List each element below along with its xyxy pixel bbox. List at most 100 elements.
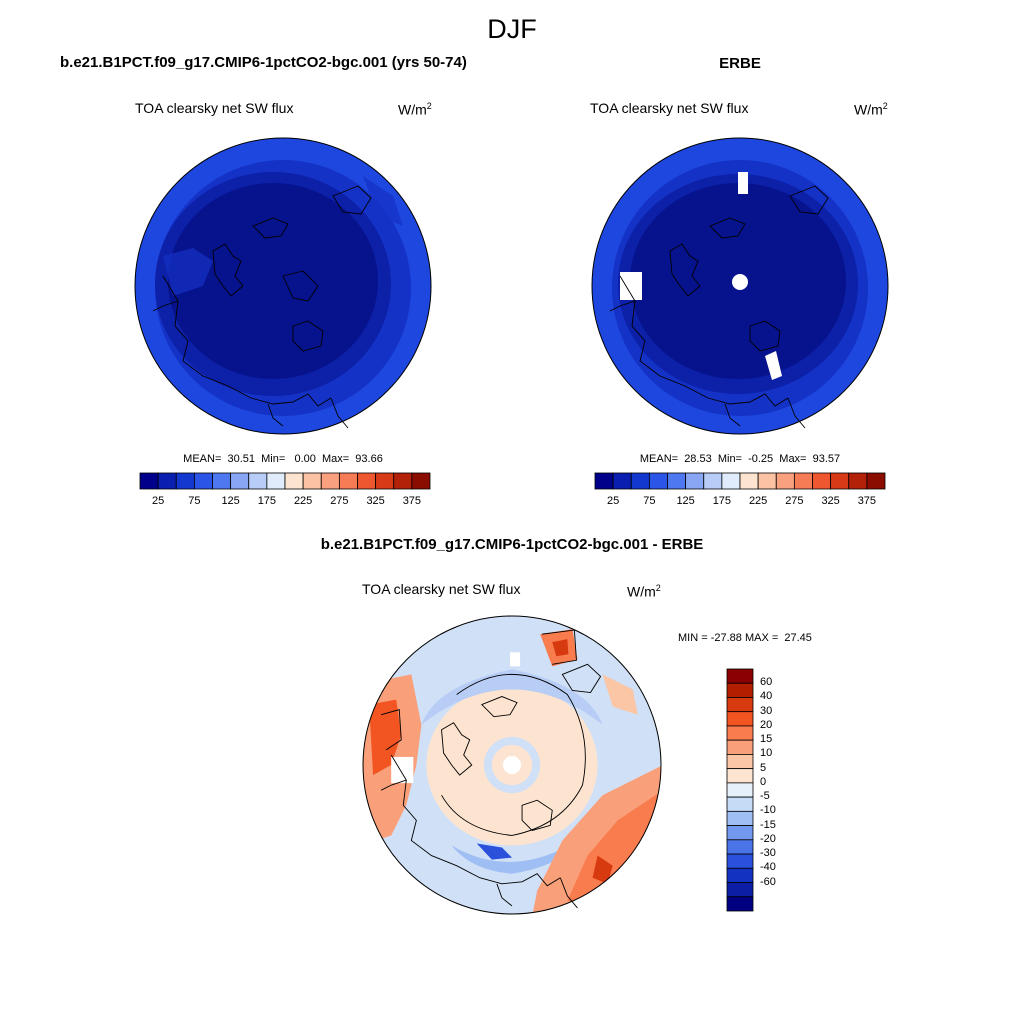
model-polar-map [134, 137, 432, 435]
model-colorbar [139, 472, 431, 490]
colorbar-tick-label: 325 [821, 495, 840, 507]
colorbar-tick-label: 275 [785, 495, 804, 507]
colorbar-swatch [830, 472, 850, 490]
colorbar-swatch [726, 839, 754, 855]
colorbar-swatch [757, 472, 777, 490]
colorbar-swatch [157, 472, 177, 490]
colorbar-tick-label: 75 [643, 495, 656, 507]
colorbar-swatch [302, 472, 322, 490]
colorbar-swatch [248, 472, 268, 490]
colorbar-tick-label: 275 [330, 495, 349, 507]
colorbar-swatch [726, 882, 754, 898]
model-stats: MEAN= 30.51 Min= 0.00 Max= 93.66 [183, 453, 383, 465]
colorbar-swatch [266, 472, 286, 490]
colorbar-tick-label: 225 [748, 495, 768, 507]
diff-polar-map [362, 615, 662, 915]
colorbar-swatch [594, 472, 614, 490]
obs-panel-title: ERBE [719, 55, 761, 72]
diff-panel-title: b.e21.B1PCT.f09_g17.CMIP6-1pctCO2-bgc.00… [320, 536, 704, 553]
colorbar-swatch [812, 472, 832, 490]
colorbar-label: 30 [760, 704, 773, 717]
model-variable-label: TOA clearsky net SW flux [135, 100, 294, 116]
colorbar-swatch [726, 825, 754, 841]
obs-variable-label: TOA clearsky net SW flux [590, 100, 749, 116]
colorbar-swatch [866, 472, 886, 490]
colorbar-swatch [739, 472, 759, 490]
colorbar-swatch [320, 472, 340, 490]
colorbar-tick-label: 175 [712, 495, 732, 507]
colorbar-label: 0 [760, 775, 767, 788]
colorbar-tick-label: 325 [366, 495, 385, 507]
colorbar-swatch [726, 896, 754, 912]
colorbar-label: 40 [760, 690, 773, 703]
model-units-label: W/m2 [398, 101, 432, 118]
colorbar-tick-label: 225 [293, 495, 313, 507]
colorbar-swatch [726, 867, 754, 883]
colorbar-swatch [848, 472, 868, 490]
colorbar-swatch [175, 472, 195, 490]
diff-variable-label: TOA clearsky net SW flux [362, 581, 521, 597]
colorbar-swatch [726, 711, 754, 727]
obs-polar-map [591, 137, 889, 435]
colorbar-swatch [726, 796, 754, 812]
obs-units-label: W/m2 [854, 101, 888, 118]
colorbar-swatch [703, 472, 723, 490]
colorbar-swatch [612, 472, 632, 490]
colorbar-tick-label: 375 [857, 495, 877, 507]
colorbar-swatch [726, 739, 754, 755]
colorbar-swatch [726, 810, 754, 826]
obs-colorbar-ticks: 25 75 125 175 225 275 325 375 [595, 495, 885, 509]
colorbar-label: -60 [760, 875, 776, 888]
colorbar-swatch [284, 472, 304, 490]
colorbar-swatch [193, 472, 213, 490]
diff-stats: MIN = -27.88 MAX = 27.45 [678, 632, 812, 644]
colorbar-swatch [375, 472, 395, 490]
colorbar-swatch [667, 472, 687, 490]
colorbar-swatch [726, 725, 754, 741]
model-colorbar-ticks: 25 75 125 175 225 275 325 375 [140, 495, 430, 509]
colorbar-swatch [726, 754, 754, 770]
colorbar-tick-label: 125 [221, 495, 240, 507]
colorbar-swatch [338, 472, 358, 490]
colorbar-swatch [721, 472, 741, 490]
obs-colorbar [594, 472, 886, 490]
colorbar-tick-label: 75 [188, 495, 201, 507]
colorbar-swatch [230, 472, 250, 490]
colorbar-swatch [726, 782, 754, 798]
colorbar-label: 15 [760, 733, 773, 746]
colorbar-label: -30 [760, 847, 776, 860]
colorbar-label: -20 [760, 832, 776, 845]
colorbar-label: 5 [760, 761, 767, 774]
diff-units-label: W/m2 [627, 583, 661, 600]
colorbar-label: -5 [760, 790, 770, 803]
colorbar-label: -40 [760, 861, 776, 874]
colorbar-label: 60 [760, 676, 773, 689]
model-panel-title: b.e21.B1PCT.f09_g17.CMIP6-1pctCO2-bgc.00… [60, 54, 467, 71]
colorbar-label: 20 [760, 718, 773, 731]
colorbar-swatch [726, 697, 754, 713]
colorbar-swatch [685, 472, 705, 490]
diff-colorbar [726, 668, 754, 912]
colorbar-tick-label: 175 [257, 495, 277, 507]
colorbar-swatch [630, 472, 650, 490]
colorbar-swatch [212, 472, 232, 490]
colorbar-swatch [411, 472, 431, 490]
colorbar-swatch [726, 682, 754, 698]
colorbar-swatch [726, 853, 754, 869]
season-title: DJF [487, 14, 537, 44]
colorbar-tick-label: 25 [607, 495, 620, 507]
obs-stats: MEAN= 28.53 Min= -0.25 Max= 93.57 [639, 453, 841, 465]
colorbar-tick-label: 375 [402, 495, 422, 507]
colorbar-tick-label: 25 [152, 495, 165, 507]
colorbar-tick-label: 125 [676, 495, 695, 507]
colorbar-swatch [726, 668, 754, 684]
colorbar-swatch [139, 472, 159, 490]
diff-colorbar-labels: 60 40 30 20 15 10 5 0 -5 -10 -15 -20 -30 -40 -60 [760, 669, 800, 911]
colorbar-label: 10 [760, 747, 773, 760]
colorbar-swatch [393, 472, 413, 490]
colorbar-swatch [793, 472, 813, 490]
colorbar-swatch [775, 472, 795, 490]
colorbar-swatch [357, 472, 377, 490]
colorbar-label: -10 [760, 804, 776, 817]
colorbar-swatch [648, 472, 668, 490]
